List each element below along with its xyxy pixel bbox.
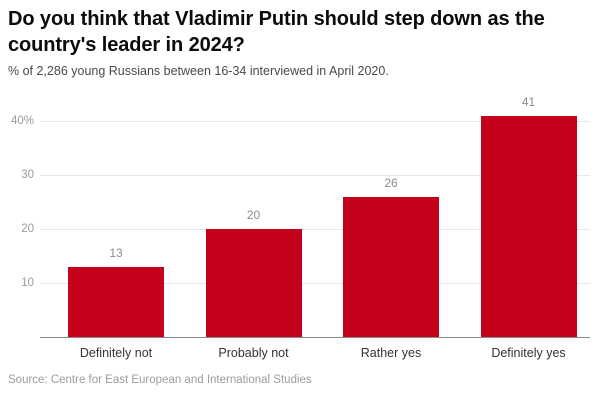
value-label-rather-yes: 26 <box>384 175 398 190</box>
gridline-10 <box>40 283 590 284</box>
y-axis-tick-label: 10 <box>21 277 34 289</box>
plot-area: 10 20 30 40% 13 Definitely not 20 Probably not 2… <box>11 95 590 360</box>
bar-chart: 10 20 30 40% 13 Definitely not 20 Probably not 2… <box>0 95 600 360</box>
category-label-rather-yes: Rather yes <box>360 346 422 360</box>
value-label-definitely-yes: 41 <box>521 94 536 109</box>
value-label-definitely-not: 13 <box>109 245 123 260</box>
source-note: Source: Centre for East European and Int… <box>8 374 312 386</box>
y-axis-tick-label: 40% <box>10 115 34 127</box>
bar-definitely-yes <box>480 115 577 337</box>
category-label-definitely-not: Definitely not <box>79 346 153 360</box>
gridline-20 <box>40 229 590 230</box>
category-label-definitely-yes: Definitely yes <box>491 346 566 360</box>
y-axis-tick-label: 20 <box>21 223 34 235</box>
category-label-probably-not: Probably not <box>218 346 289 360</box>
value-label-probably-not: 20 <box>246 208 261 222</box>
chart-title: Do you think that Vladimir Putin should … <box>8 8 545 56</box>
chart-subtitle: % of 2,286 young Russians between 16-34 … <box>8 64 389 78</box>
bar-definitely-not <box>68 266 164 337</box>
gridline-40 <box>40 121 590 122</box>
gridline-30 <box>40 175 590 176</box>
bar-probably-not <box>205 229 302 337</box>
bar-rather-yes <box>343 196 439 337</box>
y-axis-tick-label: 30 <box>21 169 34 181</box>
